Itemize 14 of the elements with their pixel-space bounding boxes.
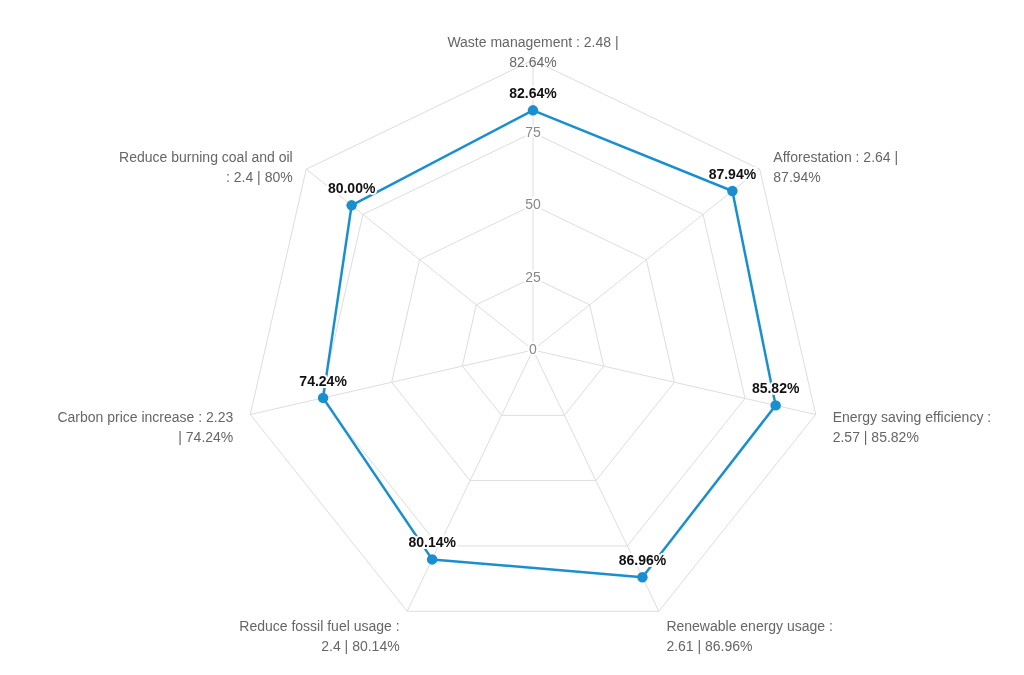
data-label: 82.64% [509,85,558,102]
spoke-label: Waste management : 2.48 | 82.64% [447,33,619,70]
spoke-label: Reduce fossil fuel usage : 2.4 | 80.14% [239,617,400,654]
y-tick-label: 25 [525,268,541,285]
spoke-label: Energy saving efficiency : 2.57 | 85.82% [832,409,992,446]
spoke-label: Afforestation : 2.64 | 87.94% [773,149,899,186]
data-label: 80.00% [327,180,376,197]
spoke-label: Reduce burning coal and oil : 2.4 | 80% [119,149,293,186]
y-tick-label: 50 [525,196,541,212]
spoke-label: Carbon price increase : 2.23 | 74.24% [57,409,234,446]
y-tick-label: 75 [525,123,541,140]
y-tick-label: 0 [529,341,538,357]
spoke-label: Renewable energy usage : 2.61 | 86.96% [666,617,833,654]
data-label: 87.94% [708,165,757,182]
